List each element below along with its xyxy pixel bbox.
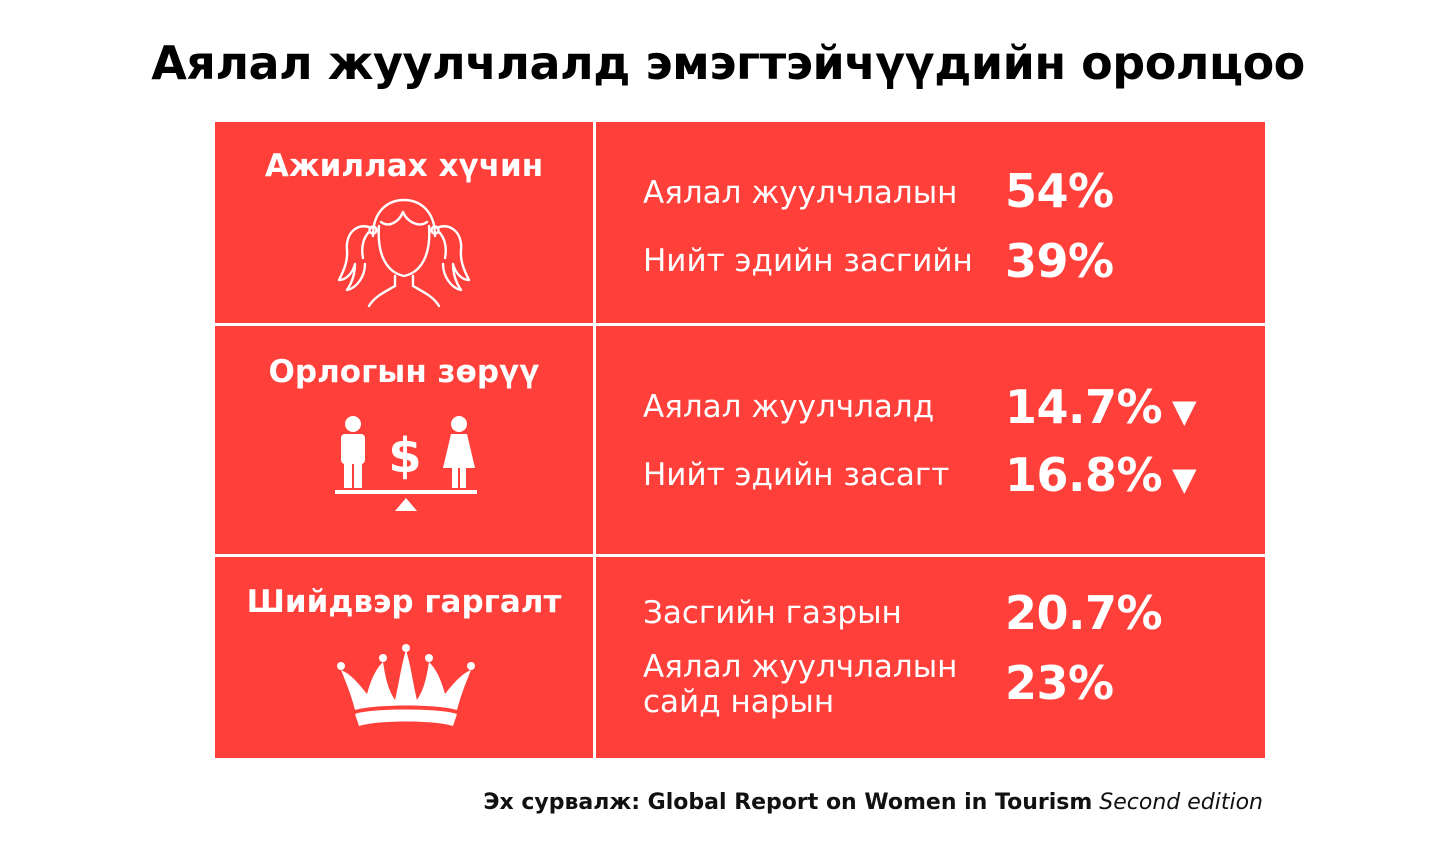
- page-title: Аялал жуулчлалд эмэгтэйчүүдийн оролцоо: [151, 36, 1305, 90]
- infographic-panel: Ажиллах хүчин Аялал жуулчлалын 5: [215, 122, 1265, 758]
- source-title: Эх сурвалж: Global Report on Women in To…: [483, 790, 1093, 815]
- stat-label-line1: Аялал жуулчлалын: [643, 649, 958, 685]
- stat-value: 14.7%: [1005, 380, 1163, 434]
- stat-label: Засгийн газрын: [643, 595, 902, 631]
- stat-value: 23%: [1005, 656, 1114, 710]
- source-citation: Эх сурвалж: Global Report on Women in To…: [483, 790, 1263, 815]
- woman-face-icon: [333, 192, 475, 308]
- column-divider: [593, 122, 596, 758]
- row-divider: [215, 554, 1265, 557]
- source-edition: Second edition: [1099, 790, 1263, 815]
- down-arrow-icon: ▼: [1172, 460, 1197, 498]
- stat-value: 39%: [1005, 234, 1114, 288]
- stat-label-line2: сайд нарын: [643, 684, 835, 720]
- stat-value: 16.8%: [1005, 448, 1163, 502]
- category-label-pay-gap: Орлогын зөрүү: [268, 354, 540, 390]
- stat-label: Нийт эдийн засгийн: [643, 243, 973, 279]
- category-label-workforce: Ажиллах хүчин: [264, 148, 544, 184]
- crown-icon: [337, 644, 475, 734]
- category-label-decision-making: Шийдвэр гаргалт: [246, 584, 562, 620]
- row-divider: [215, 323, 1265, 326]
- stat-label: Аялал жуулчлалд: [643, 389, 935, 425]
- stat-value: 54%: [1005, 164, 1114, 218]
- svg-text:$: $: [388, 428, 421, 484]
- stat-value: 20.7%: [1005, 586, 1163, 640]
- stat-label: Нийт эдийн засагт: [643, 457, 950, 493]
- stat-label: Аялал жуулчлалын: [643, 175, 958, 211]
- down-arrow-icon: ▼: [1172, 392, 1197, 430]
- pay-gap-scale-icon: $: [333, 414, 479, 514]
